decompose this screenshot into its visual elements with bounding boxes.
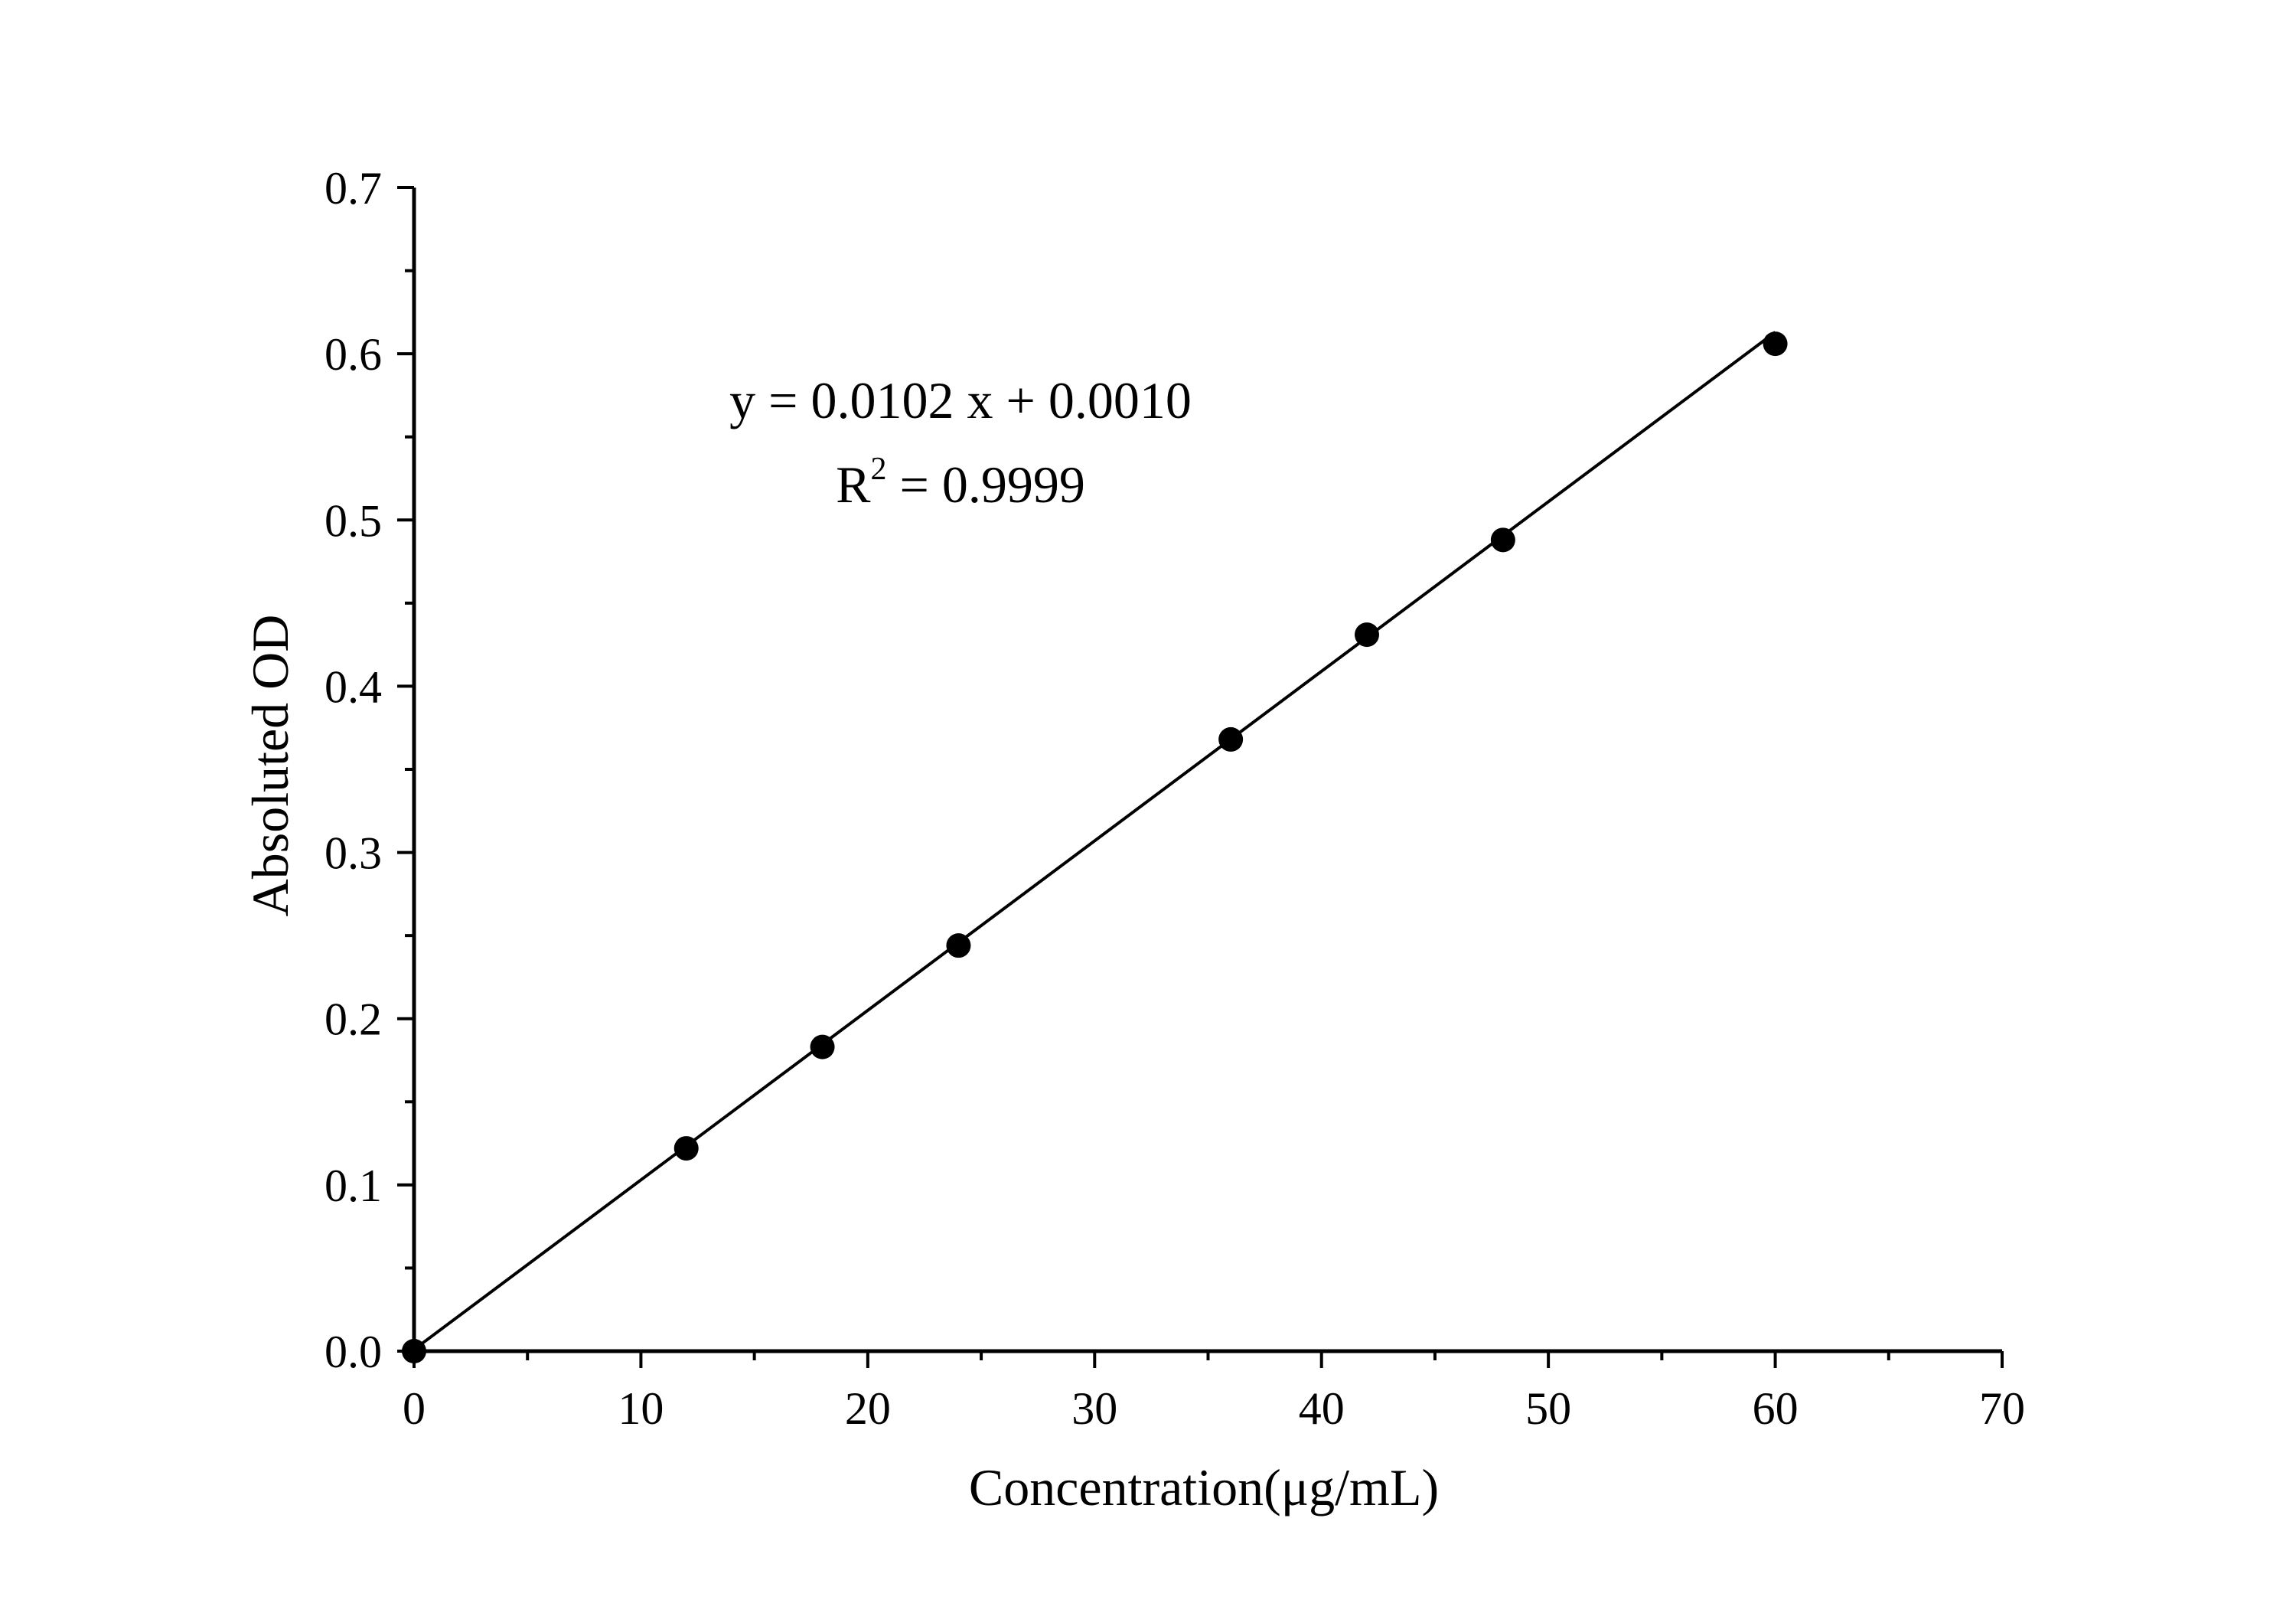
axes-layer: 0 10 20 30 40 50 60 70 0.0 0.1 0.2 0.3 0.4 0.5 0.6 0.7 xyxy=(325,163,2025,1434)
regression-equation: y = 0.0102 x + 0.0010 xyxy=(729,371,1192,429)
data-point xyxy=(402,1339,426,1363)
x-tick-label: 60 xyxy=(1753,1383,1799,1434)
y-tick-label: 0.6 xyxy=(325,329,382,380)
y-tick-label: 0.4 xyxy=(325,661,382,712)
r-squared-symbol: R xyxy=(836,455,871,514)
data-point xyxy=(1490,527,1515,553)
x-tick-label: 50 xyxy=(1525,1383,1571,1434)
fit-line-layer xyxy=(413,331,1776,1351)
y-tick-label: 0.3 xyxy=(325,828,382,879)
r-squared-superscript: 2 xyxy=(871,452,887,487)
y-tick-label: 0.7 xyxy=(325,163,382,214)
x-axis-title: Concentration(μg/mL) xyxy=(969,1458,1439,1516)
data-point xyxy=(1763,331,1788,357)
x-tick-label: 30 xyxy=(1071,1383,1117,1434)
x-tick-label: 40 xyxy=(1299,1383,1345,1434)
r-squared-annotation: R2 = 0.9999 xyxy=(836,452,1085,514)
data-point xyxy=(1218,726,1244,752)
data-point xyxy=(810,1034,835,1059)
r-squared-value: = 0.9999 xyxy=(887,455,1085,514)
x-tick-label: 0 xyxy=(403,1383,426,1434)
data-points-layer xyxy=(402,331,1788,1363)
x-tick-label: 70 xyxy=(1979,1383,2025,1434)
data-point xyxy=(673,1136,699,1161)
y-axis-title: Absoluted OD xyxy=(241,615,299,917)
y-tick-label: 0.2 xyxy=(325,994,382,1045)
x-tick-label: 20 xyxy=(845,1383,891,1434)
data-point xyxy=(1355,622,1379,648)
y-tick-label: 0.0 xyxy=(325,1327,382,1377)
regression-line xyxy=(413,331,1776,1351)
y-tick-label: 0.1 xyxy=(325,1161,382,1211)
y-tick-label: 0.5 xyxy=(325,495,382,546)
data-point xyxy=(946,933,971,958)
x-tick-label: 10 xyxy=(618,1383,664,1434)
